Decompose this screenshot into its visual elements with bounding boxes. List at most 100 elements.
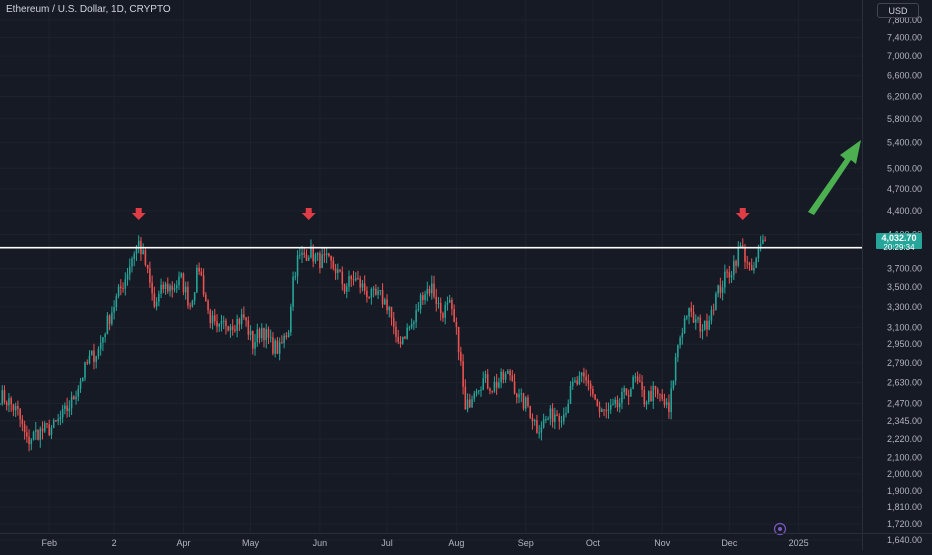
candle-body bbox=[498, 382, 500, 388]
candle-body bbox=[339, 269, 341, 272]
candle-body bbox=[292, 276, 294, 307]
candle-body bbox=[562, 414, 565, 422]
candle-body bbox=[222, 320, 225, 322]
y-axis-tick-label: 4,400.00 bbox=[887, 206, 922, 216]
candle-body bbox=[330, 255, 332, 261]
candle-body bbox=[386, 299, 388, 311]
candle-body bbox=[721, 287, 724, 293]
candle-body bbox=[623, 388, 625, 392]
candle-body bbox=[621, 391, 623, 403]
candle-body bbox=[650, 391, 652, 402]
candle-body bbox=[719, 285, 722, 293]
y-axis-tick-label: 4,700.00 bbox=[887, 184, 922, 194]
candle-body bbox=[357, 278, 359, 280]
candle-body bbox=[90, 350, 93, 356]
candle-body bbox=[451, 299, 453, 310]
candle-body bbox=[142, 250, 144, 255]
last-price-label: 4,032.70 bbox=[881, 233, 916, 243]
candle-body bbox=[64, 405, 66, 410]
candle-body bbox=[59, 417, 62, 420]
candle-body bbox=[200, 271, 203, 276]
candle-body bbox=[665, 402, 668, 405]
timeline-event-icon[interactable] bbox=[773, 522, 787, 536]
candle-body bbox=[43, 423, 46, 432]
candle-body bbox=[674, 357, 677, 381]
x-axis-tick-label: May bbox=[242, 538, 260, 548]
y-axis-tick-label: 6,200.00 bbox=[887, 92, 922, 102]
candle-body bbox=[601, 409, 603, 412]
candle-body bbox=[605, 410, 608, 412]
candle-body bbox=[683, 318, 686, 333]
candle-body bbox=[715, 293, 717, 310]
currency-button[interactable]: USD bbox=[877, 3, 919, 18]
candle-body bbox=[686, 316, 688, 319]
candle-body bbox=[17, 406, 19, 409]
candle-body bbox=[384, 299, 386, 305]
candle-body bbox=[198, 267, 200, 272]
candle-body bbox=[93, 350, 95, 362]
candle-body bbox=[14, 406, 17, 411]
candle-body bbox=[430, 283, 433, 294]
candle-body bbox=[155, 301, 158, 307]
candle-body bbox=[513, 381, 516, 394]
candle-body bbox=[144, 250, 147, 265]
candle-body bbox=[354, 278, 357, 281]
candle-body bbox=[648, 391, 650, 403]
candle-body bbox=[196, 267, 198, 293]
candle-body bbox=[748, 262, 751, 266]
candle-body bbox=[482, 378, 485, 390]
candle-body bbox=[305, 254, 308, 261]
candle-body bbox=[209, 310, 212, 324]
candle-body bbox=[484, 374, 487, 379]
candle-body bbox=[102, 337, 104, 343]
candle-body bbox=[659, 393, 661, 395]
candle-body bbox=[95, 356, 97, 362]
candle-body bbox=[310, 246, 312, 258]
y-axis-tick-label: 1,900.00 bbox=[887, 486, 922, 496]
x-axis-tick-label: Oct bbox=[586, 538, 601, 548]
candle-body bbox=[531, 417, 534, 422]
candle-body bbox=[589, 383, 592, 389]
candle-body bbox=[260, 327, 263, 339]
candle-body bbox=[681, 332, 684, 338]
candle-body bbox=[587, 380, 590, 384]
y-axis-tick-label: 2,345.00 bbox=[887, 416, 922, 426]
candle-body bbox=[574, 380, 576, 382]
candle-body bbox=[556, 414, 558, 417]
candle-body bbox=[77, 388, 80, 397]
candle-body bbox=[442, 313, 444, 318]
candle-body bbox=[19, 408, 21, 420]
candle-body bbox=[361, 283, 364, 288]
candle-body bbox=[755, 258, 757, 268]
candle-body bbox=[70, 396, 73, 409]
candle-body bbox=[229, 326, 232, 331]
candle-body bbox=[697, 317, 699, 320]
candle-body bbox=[477, 390, 480, 392]
y-axis-tick-label: 7,400.00 bbox=[887, 33, 922, 43]
candle-body bbox=[466, 399, 469, 410]
candle-body bbox=[538, 432, 540, 434]
candle-body bbox=[252, 330, 254, 349]
candle-body bbox=[254, 342, 256, 349]
y-axis-tick-label: 3,500.00 bbox=[887, 282, 922, 292]
candle-body bbox=[307, 257, 310, 261]
candle-body bbox=[567, 403, 570, 414]
candle-body bbox=[213, 315, 216, 322]
candle-body bbox=[131, 258, 133, 267]
candle-body bbox=[290, 306, 292, 333]
candle-body bbox=[301, 252, 303, 255]
candle-body bbox=[312, 246, 314, 262]
countdown-label: 20:29:34 bbox=[883, 243, 915, 252]
candle-body bbox=[536, 420, 538, 433]
candle-body bbox=[390, 306, 393, 318]
y-axis-tick-label: 2,100.00 bbox=[887, 453, 922, 463]
candle-body bbox=[238, 319, 241, 325]
candle-body bbox=[522, 393, 525, 409]
candle-body bbox=[453, 309, 455, 323]
candle-body bbox=[234, 329, 236, 331]
candle-body bbox=[276, 340, 279, 354]
candle-body bbox=[491, 390, 493, 392]
candle-body bbox=[630, 388, 632, 397]
